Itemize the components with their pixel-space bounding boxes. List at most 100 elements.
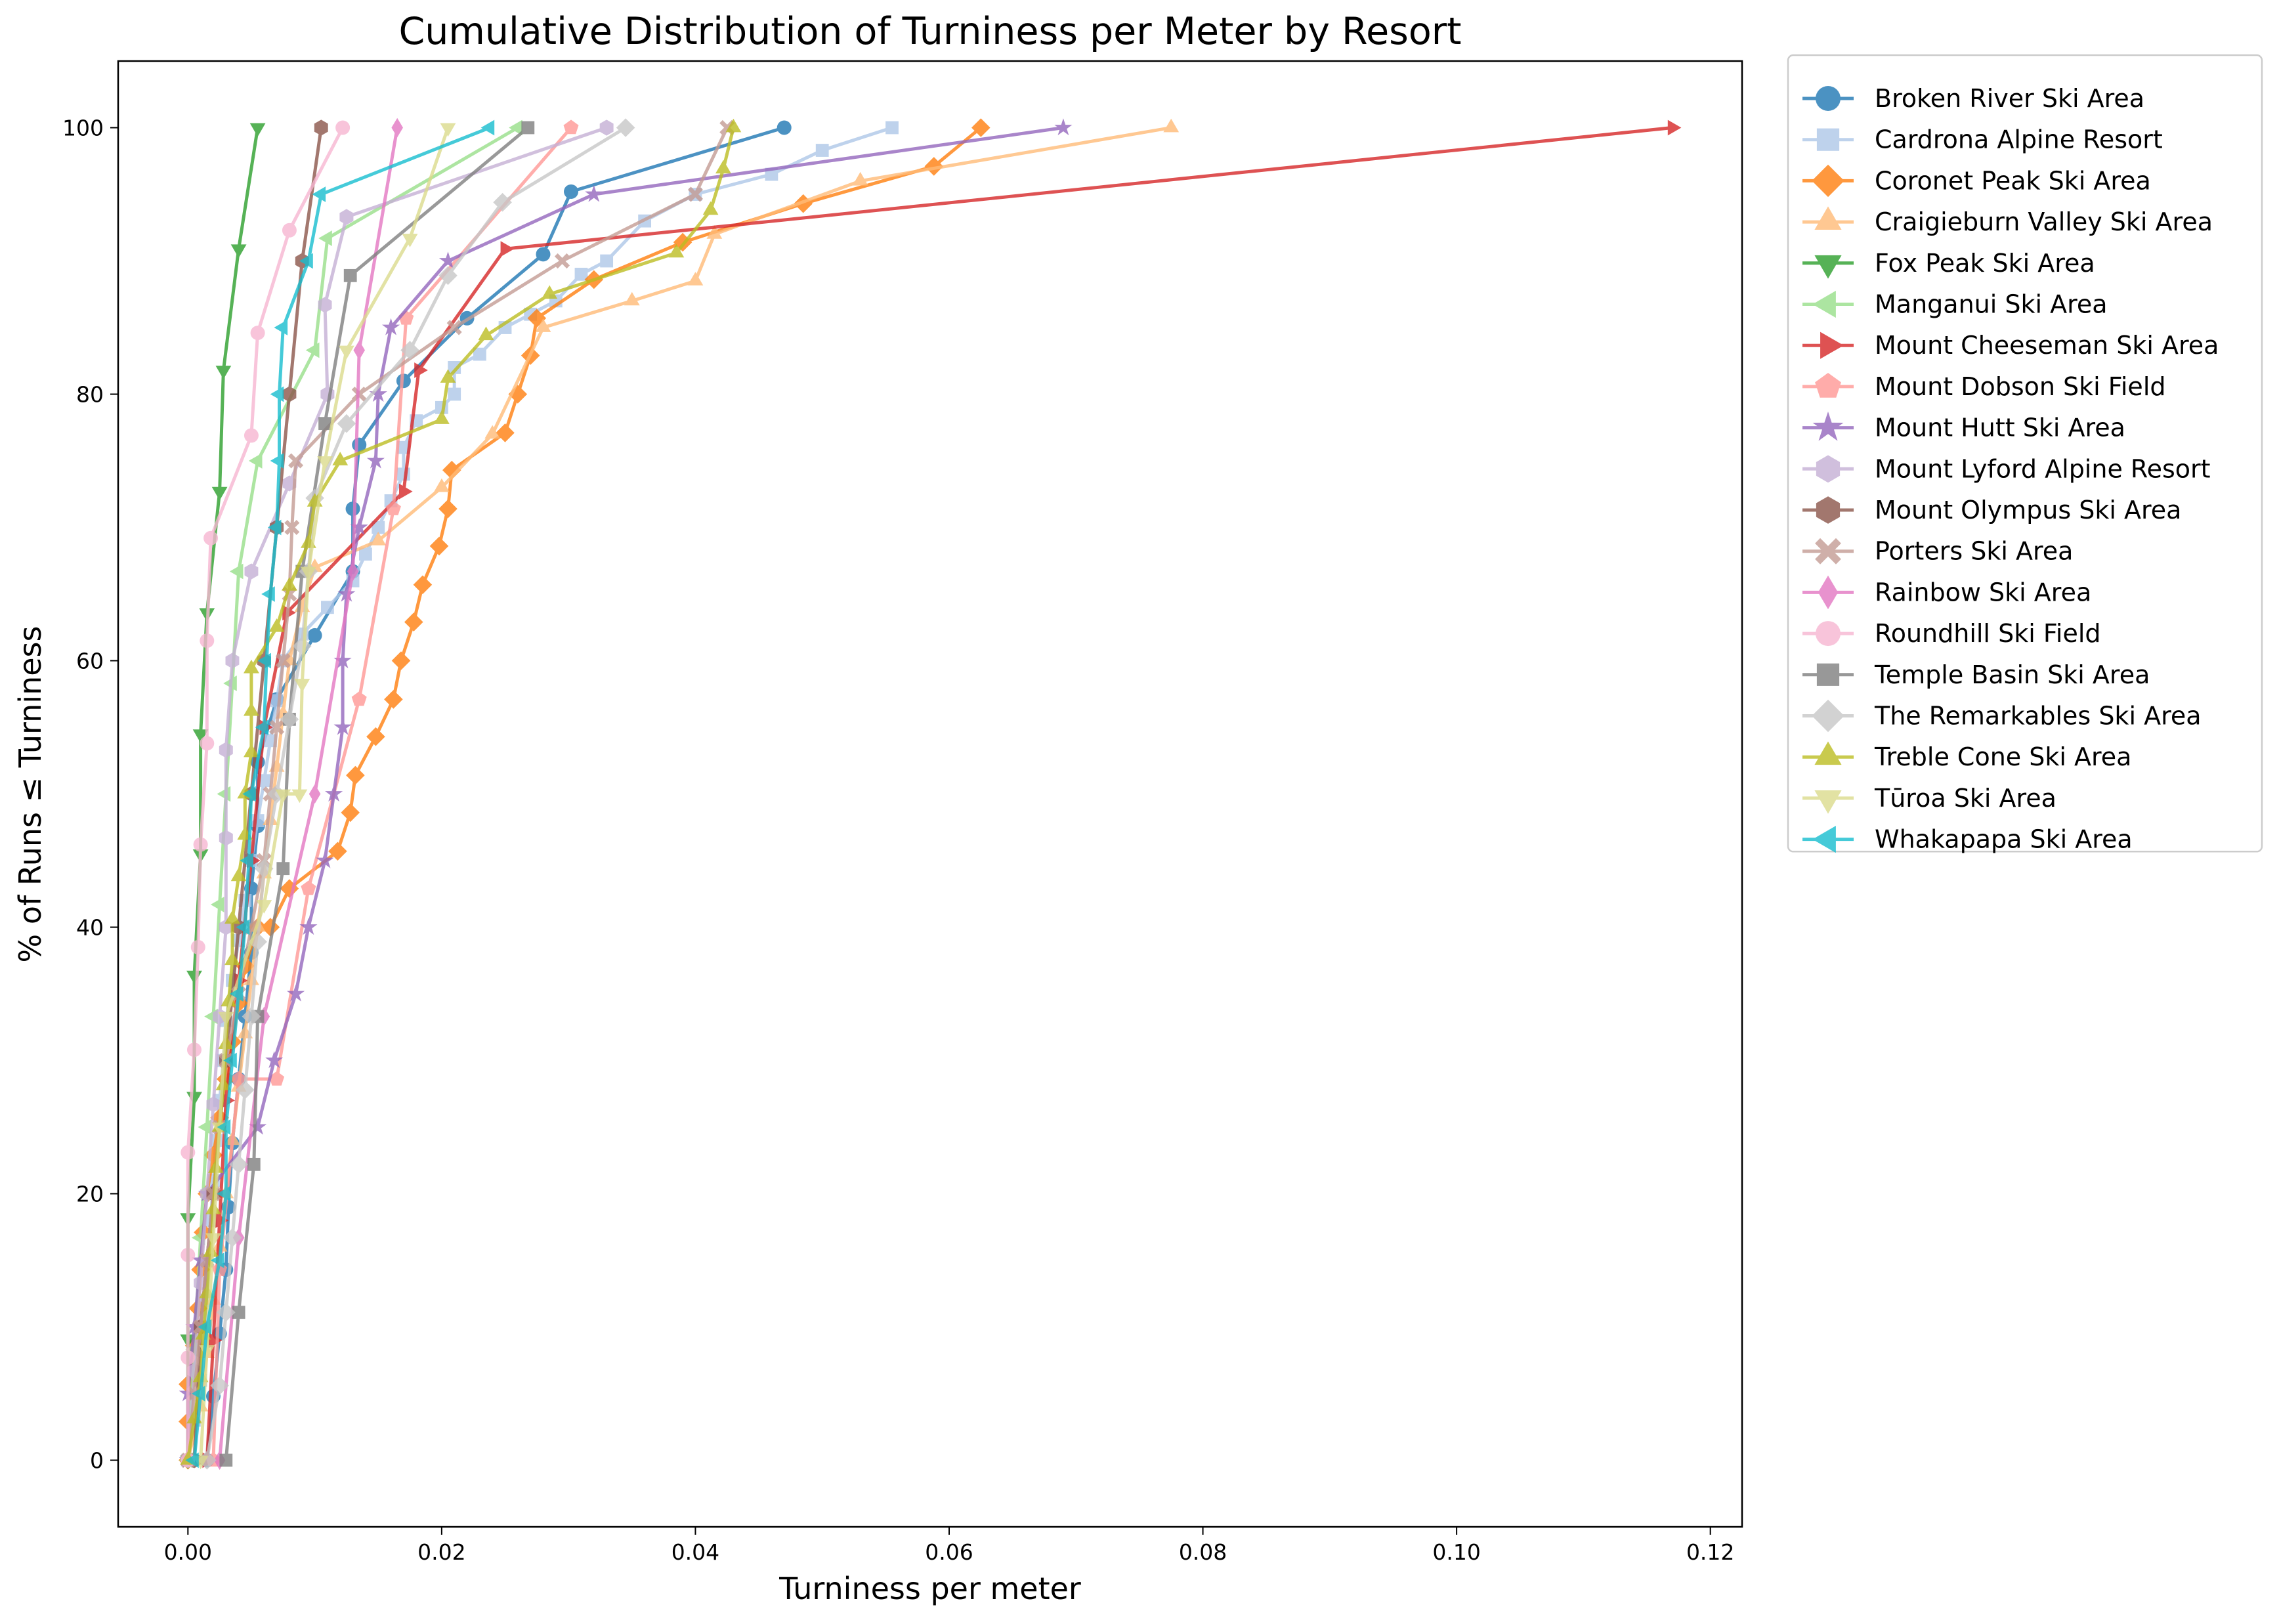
data-point	[440, 369, 456, 383]
data-point	[347, 561, 359, 582]
data-point	[413, 575, 433, 595]
legend-label: Mount Lyford Alpine Resort	[1875, 454, 2211, 483]
data-point	[261, 586, 275, 602]
data-point	[275, 653, 291, 668]
data-point	[193, 837, 208, 852]
plot-area	[179, 118, 1682, 1470]
data-point	[192, 729, 209, 743]
data-point	[366, 727, 385, 746]
data-point	[312, 186, 326, 202]
data-point	[185, 1452, 199, 1468]
data-point	[205, 1201, 221, 1214]
data-point	[885, 121, 899, 135]
data-point	[240, 853, 253, 868]
legend-label: The Remarkables Ski Area	[1874, 702, 2202, 731]
data-point	[391, 118, 403, 138]
data-point	[230, 244, 247, 258]
x-tick-label: 0.00	[164, 1539, 212, 1565]
data-point	[257, 652, 271, 669]
data-point	[219, 1453, 233, 1467]
legend-marker	[1814, 741, 1842, 765]
legend-marker	[1816, 128, 1840, 151]
x-tick-label: 0.10	[1432, 1539, 1480, 1565]
legend-marker	[1814, 790, 1842, 814]
data-point	[267, 519, 282, 536]
data-point	[318, 417, 331, 431]
data-point	[332, 452, 349, 465]
data-point	[249, 123, 266, 137]
data-point	[384, 690, 403, 709]
data-point	[282, 223, 297, 238]
data-point	[554, 253, 570, 269]
legend-marker	[1816, 455, 1841, 483]
y-axis-ticks: 0 20 40 60 80 100	[62, 116, 118, 1474]
data-point	[333, 651, 352, 669]
legend-label: Mount Hutt Ski Area	[1875, 414, 2125, 442]
data-point	[446, 320, 462, 335]
data-point	[333, 717, 352, 735]
legend-marker	[1815, 373, 1841, 398]
data-point	[478, 326, 494, 341]
legend-marker	[1818, 575, 1839, 610]
data-point	[288, 453, 304, 469]
legend-label: Tūroa Ski Area	[1874, 784, 2056, 813]
data-point	[404, 612, 423, 631]
data-point	[599, 119, 614, 136]
legend-entry-craigieburn-valley-ski-area	[1802, 206, 1854, 230]
series-whakapapa-ski-area	[185, 119, 495, 1468]
data-point	[335, 120, 351, 135]
data-point	[480, 119, 495, 136]
data-point	[269, 1071, 285, 1086]
data-point	[192, 1250, 210, 1268]
data-point	[261, 918, 280, 937]
data-point	[438, 266, 458, 286]
series-the-remarkables-ski-area	[198, 118, 635, 1470]
data-point	[242, 1007, 261, 1026]
data-point	[725, 118, 742, 133]
data-point	[794, 194, 813, 213]
data-point	[236, 1080, 255, 1100]
y-axis-label: % of Runs ≤ Turniness	[12, 626, 48, 963]
data-point	[328, 842, 347, 861]
data-point	[198, 1319, 212, 1335]
data-point	[244, 563, 259, 580]
data-point	[270, 386, 284, 402]
legend-label: Craigieburn Valley Ski Area	[1875, 207, 2213, 236]
data-point	[382, 318, 400, 335]
legend-entry-the-remarkables-ski-area	[1802, 699, 1854, 733]
data-point	[229, 563, 244, 580]
legend-marker	[1815, 538, 1841, 565]
legend-marker	[1812, 699, 1844, 733]
data-point	[305, 342, 320, 358]
data-point	[242, 786, 256, 802]
legend-marker	[1816, 496, 1841, 524]
data-point	[268, 618, 285, 632]
x-tick-label: 0.04	[671, 1539, 719, 1565]
data-point	[339, 209, 354, 225]
data-point	[399, 483, 413, 500]
legend-entry-roundhill-ski-field	[1802, 621, 1854, 647]
data-point	[400, 341, 419, 360]
data-point	[198, 1119, 212, 1135]
data-point	[221, 993, 237, 1007]
legend-label: Temple Basin Ski Area	[1874, 660, 2150, 689]
data-point	[339, 345, 354, 360]
data-point	[210, 1376, 229, 1396]
series-turoa-ski-area	[192, 123, 456, 1470]
data-point	[209, 1332, 223, 1348]
data-point	[600, 254, 614, 268]
data-point	[542, 285, 558, 299]
legend-marker	[1820, 331, 1844, 359]
legend-label: Treble Cone Ski Area	[1874, 742, 2131, 771]
data-point	[291, 789, 308, 803]
data-point	[372, 521, 385, 534]
legend-entry-broken-river-ski-area	[1802, 86, 1854, 111]
data-point	[350, 518, 368, 536]
x-tick-label: 0.06	[925, 1539, 973, 1565]
data-point	[181, 1145, 196, 1160]
series-line	[199, 127, 450, 1461]
y-tick-label: 20	[76, 1182, 104, 1207]
data-point	[414, 362, 428, 378]
chart-title: Cumulative Distribution of Turniness per…	[398, 10, 1461, 53]
